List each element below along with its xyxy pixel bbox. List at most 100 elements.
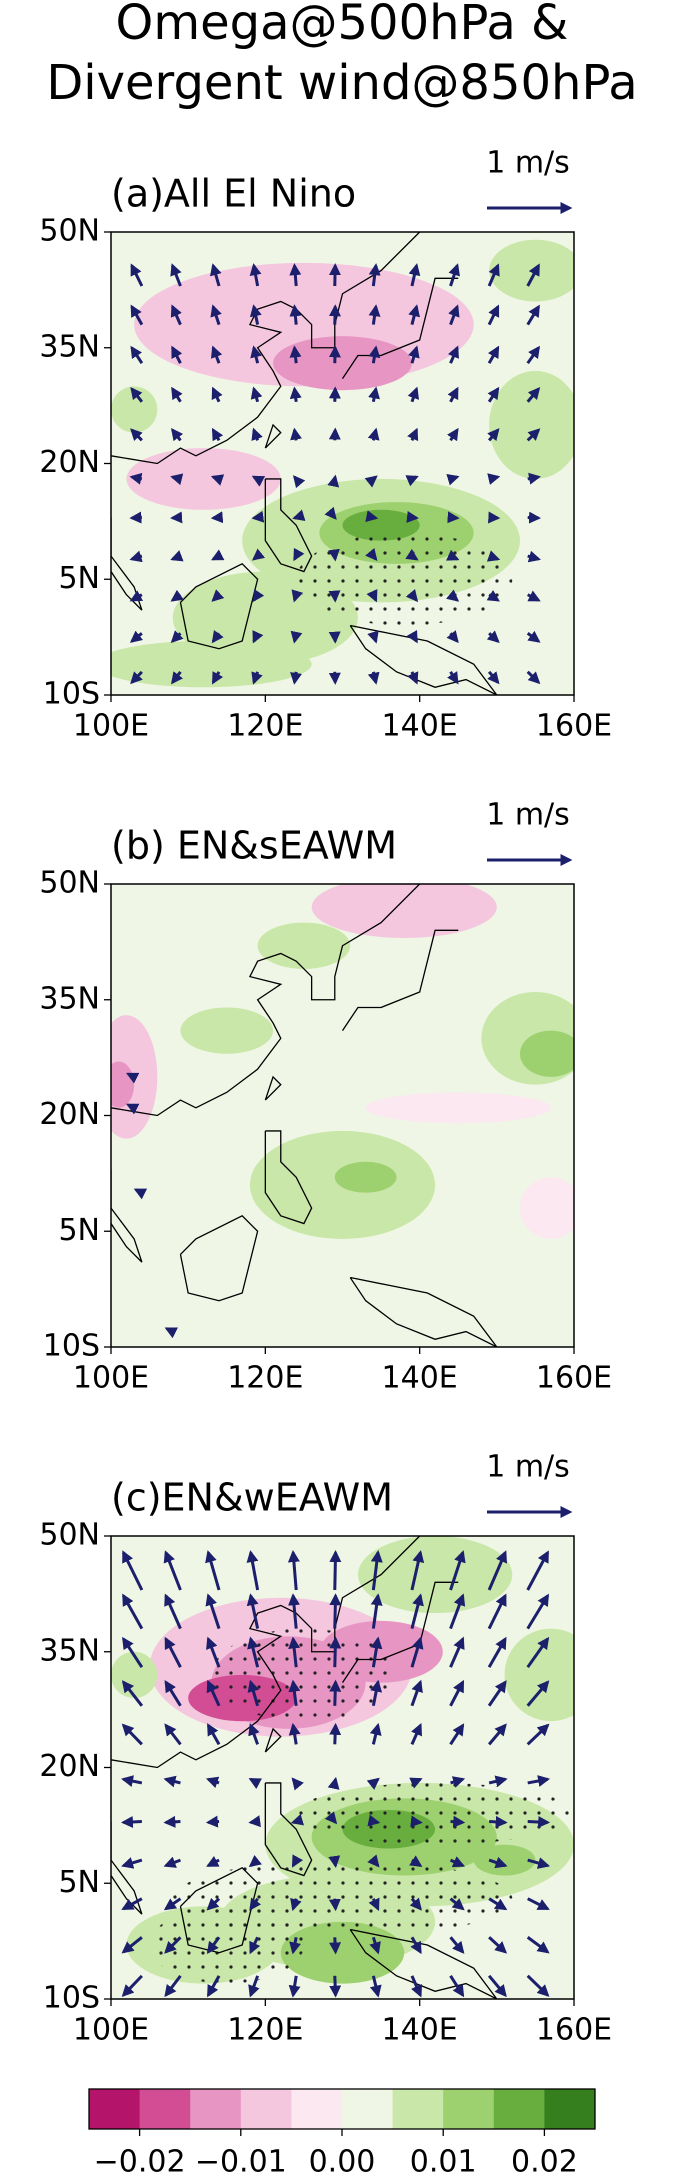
x-tick-label: 140E (382, 709, 458, 744)
wind-arrow (373, 1822, 378, 1823)
colorbar-tick-label: −0.02 (94, 2145, 186, 2180)
wind-arrow (295, 633, 297, 641)
contour-region (103, 1061, 134, 1107)
colorbar-swatch (342, 2089, 393, 2129)
wind-arrow (335, 1725, 336, 1744)
wind-arrow (373, 556, 376, 559)
colorbar-tick-label: 0.01 (410, 2145, 477, 2180)
wind-arrow (451, 1822, 463, 1823)
x-tick-label: 100E (73, 1361, 149, 1396)
contour-region (180, 1007, 273, 1053)
wind-arrow (489, 518, 498, 519)
y-tick-label: 35N (39, 329, 100, 364)
wind-arrow (295, 307, 297, 325)
contour-region (520, 1177, 582, 1239)
wind-arrow (412, 477, 417, 479)
contour-region (489, 371, 582, 479)
wind-arrow (412, 1822, 420, 1823)
wind-arrow (123, 1822, 141, 1823)
colorbar-swatch (89, 2089, 140, 2129)
wind-arrow (295, 595, 297, 601)
y-tick-label: 50N (39, 214, 100, 249)
wind-arrow (335, 1779, 336, 1783)
wind-arrow (451, 477, 458, 479)
y-tick-label: 10S (43, 1329, 100, 1364)
wind-arrow (335, 1552, 336, 1590)
contour-region (474, 1845, 536, 1876)
contour-region (96, 641, 312, 687)
wind-arrow (295, 430, 297, 440)
y-tick-label: 10S (43, 677, 100, 712)
wind-arrow (335, 1976, 336, 1995)
y-tick-label: 10S (43, 1981, 100, 2016)
wind-arrow (213, 477, 219, 479)
wind-arrow (295, 348, 297, 363)
colorbar-swatch (241, 2089, 292, 2129)
colorbar-swatch (140, 2089, 191, 2129)
y-tick-label: 20N (39, 1097, 100, 1132)
wind-arrow (335, 1899, 336, 1909)
contour-region (273, 336, 412, 390)
wind-arrow (335, 1639, 336, 1667)
wind-arrow (373, 518, 376, 519)
contour-region (258, 923, 351, 969)
x-tick-label: 160E (536, 709, 612, 744)
y-tick-label: 50N (39, 1518, 100, 1553)
contour-region (335, 1162, 397, 1193)
map-content (96, 876, 590, 1347)
scale-label: 1 m/s (486, 798, 570, 833)
wind-arrow (528, 1822, 548, 1823)
x-tick-label: 120E (227, 2013, 303, 2048)
wind-arrow (295, 672, 297, 683)
x-tick-label: 120E (227, 709, 303, 744)
scale-label: 1 m/s (486, 146, 570, 181)
wind-arrow (293, 1822, 296, 1823)
map-content (111, 1536, 597, 1999)
wind-arrow (254, 477, 258, 479)
wind-arrow (213, 518, 219, 519)
y-tick-label: 5N (58, 1865, 100, 1900)
wind-arrow (528, 518, 539, 519)
colorbar-swatch (291, 2089, 342, 2129)
map-content (96, 232, 582, 695)
wind-arrow (295, 556, 297, 559)
stippling (296, 533, 512, 626)
contour-region (520, 1031, 582, 1077)
wind-arrow (166, 1822, 181, 1823)
wind-arrow (295, 477, 297, 479)
wind-arrow (489, 1822, 505, 1823)
colorbar-tick-label: 0.02 (511, 2145, 578, 2180)
scale-label: 1 m/s (486, 1450, 570, 1485)
stippling (211, 1629, 396, 1722)
y-tick-label: 5N (58, 1213, 100, 1248)
y-tick-label: 5N (58, 561, 100, 596)
wind-arrow (295, 266, 297, 286)
wind-arrow (451, 518, 458, 519)
stippling (296, 1783, 574, 1845)
wind-arrow (335, 1596, 336, 1629)
wind-arrow (335, 1937, 336, 1952)
wind-arrow (412, 518, 417, 519)
colorbar-tick-label: −0.01 (195, 2145, 287, 2180)
x-tick-label: 140E (382, 1361, 458, 1396)
x-tick-label: 100E (73, 2013, 149, 2048)
wind-arrow (335, 1682, 336, 1706)
wind-arrow (208, 1822, 219, 1823)
wind-arrow (172, 518, 180, 519)
y-tick-label: 35N (39, 981, 100, 1016)
contour-region (312, 876, 497, 938)
x-tick-label: 100E (73, 709, 149, 744)
x-tick-label: 160E (536, 1361, 612, 1396)
wind-arrow (489, 477, 498, 479)
wind-arrow (373, 477, 376, 479)
colorbar-swatch (393, 2089, 444, 2129)
wind-arrow (172, 477, 180, 479)
panel-title: (c)EN&wEAWM (111, 1476, 393, 1520)
panel-title: (b) EN&sEAWM (111, 824, 397, 868)
title-line: Divergent wind@850hPa (46, 55, 637, 111)
y-tick-label: 20N (39, 445, 100, 480)
wind-arrow (251, 1822, 258, 1823)
